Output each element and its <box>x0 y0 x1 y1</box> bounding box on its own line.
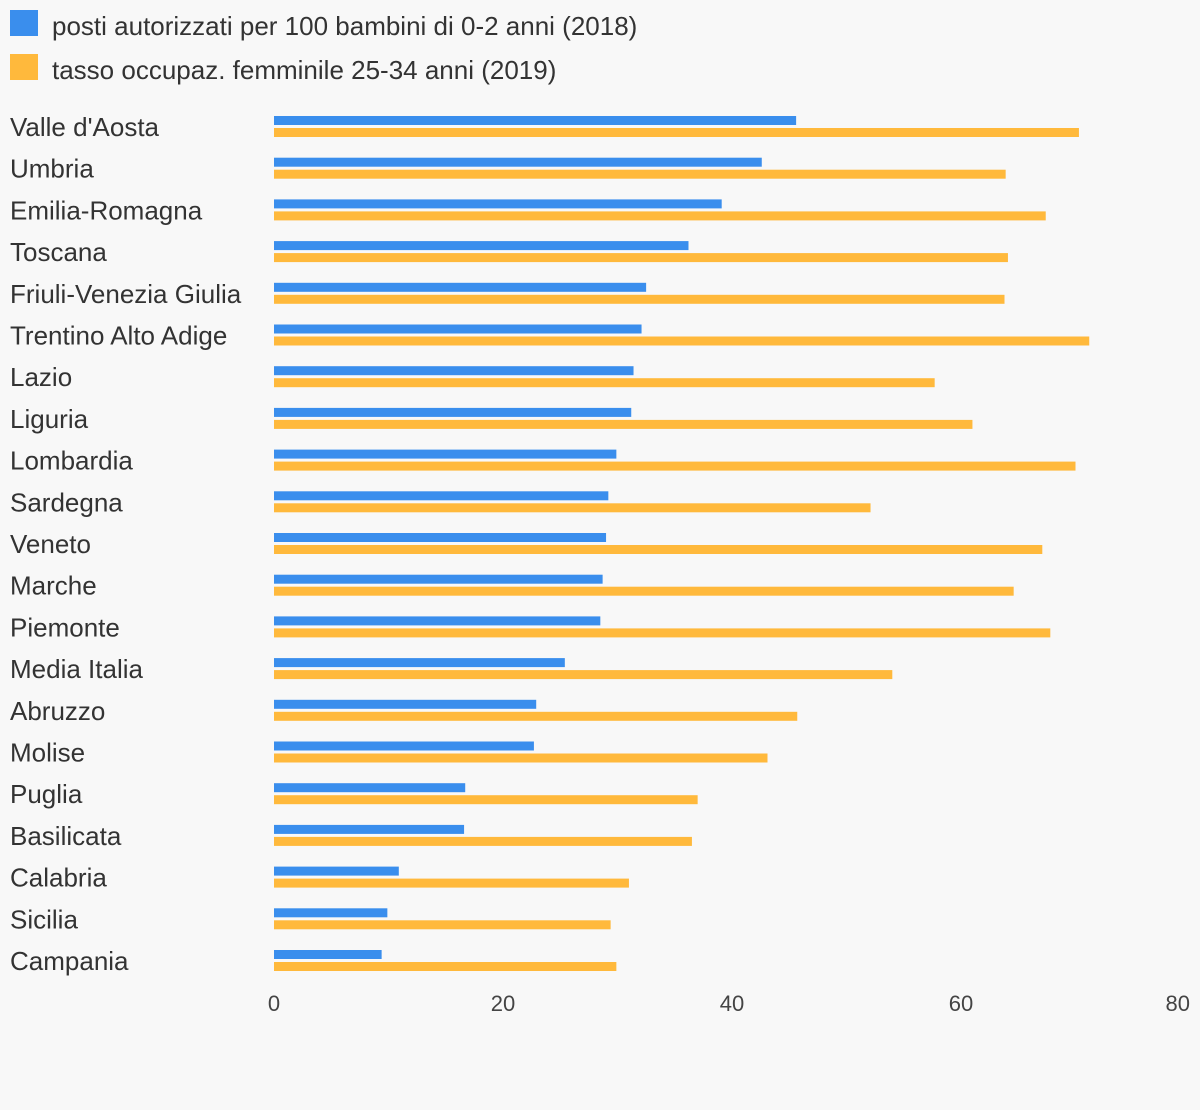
category-label: Lombardia <box>10 446 133 476</box>
legend-label-series-2: tasso occupaz. femminile 25-34 anni (201… <box>52 55 556 85</box>
x-tick-label: 40 <box>720 991 744 1016</box>
category-label: Friuli-Venezia Giulia <box>10 279 242 309</box>
bar-series-1 <box>274 282 647 292</box>
category-label: Molise <box>10 738 85 768</box>
bar-series-2 <box>274 253 1008 263</box>
bar-series-1 <box>274 783 466 793</box>
bar-series-1 <box>274 950 382 959</box>
legend: posti autorizzati per 100 bambini di 0-2… <box>10 10 637 85</box>
legend-swatch-series-2 <box>10 54 38 80</box>
category-label: Piemonte <box>10 612 120 642</box>
bar-series-1 <box>274 157 762 167</box>
bar-series-2 <box>274 586 1014 596</box>
bars <box>274 116 1090 971</box>
bar-series-1 <box>274 241 689 251</box>
x-axis-ticks: 0 20 40 60 80 <box>268 991 1190 1016</box>
bar-series-2 <box>274 169 1006 179</box>
category-label: Toscana <box>10 237 107 267</box>
bar-series-2 <box>274 336 1090 346</box>
category-label: Trentino Alto Adige <box>10 321 227 351</box>
category-label: Puglia <box>10 779 83 809</box>
category-label: Lazio <box>10 362 72 392</box>
category-label: Marche <box>10 571 97 601</box>
bar-series-1 <box>274 533 607 542</box>
bar-series-2 <box>274 962 617 971</box>
category-label: Basilicata <box>10 821 122 851</box>
bar-series-2 <box>274 211 1046 221</box>
bar-series-1 <box>274 908 388 918</box>
bar-series-1 <box>274 324 642 334</box>
bar-series-2 <box>274 461 1076 471</box>
bar-series-2 <box>274 545 1043 554</box>
bar-series-2 <box>274 378 935 388</box>
category-label: Calabria <box>10 863 107 893</box>
category-label: Veneto <box>10 529 91 559</box>
bar-series-2 <box>274 753 768 763</box>
bar-series-1 <box>274 491 609 501</box>
category-label: Umbria <box>10 154 94 184</box>
bar-series-2 <box>274 670 893 680</box>
bar-series-1 <box>274 824 465 834</box>
bar-series-2 <box>274 419 973 429</box>
bar-series-1 <box>274 366 634 376</box>
legend-label-series-1: posti autorizzati per 100 bambini di 0-2… <box>52 11 637 41</box>
category-label: Emilia-Romagna <box>10 195 203 225</box>
category-label: Media Italia <box>10 654 143 684</box>
category-label: Liguria <box>10 404 89 434</box>
bar-series-1 <box>274 116 797 125</box>
bar-series-2 <box>274 920 611 930</box>
bar-series-2 <box>274 878 629 888</box>
bar-series-2 <box>274 836 692 846</box>
bar-series-2 <box>274 503 871 513</box>
bar-series-1 <box>274 616 601 626</box>
bar-series-1 <box>274 574 603 584</box>
x-tick-label: 60 <box>949 991 973 1016</box>
bar-series-2 <box>274 628 1051 638</box>
category-label: Sicilia <box>10 904 78 934</box>
bar-series-1 <box>274 699 537 709</box>
x-tick-label: 0 <box>268 991 280 1016</box>
bar-series-2 <box>274 795 698 805</box>
category-label: Sardegna <box>10 487 123 517</box>
bar-series-2 <box>274 711 798 721</box>
legend-swatch-series-1 <box>10 10 38 36</box>
category-label: Valle d'Aosta <box>10 112 160 142</box>
category-label: Campania <box>10 946 129 976</box>
bar-series-2 <box>274 128 1079 137</box>
bar-series-2 <box>274 294 1005 304</box>
bar-series-1 <box>274 449 617 459</box>
bar-series-1 <box>274 866 399 876</box>
category-label: Abruzzo <box>10 696 105 726</box>
x-tick-label: 80 <box>1166 991 1190 1016</box>
x-tick-label: 20 <box>491 991 515 1016</box>
bar-series-1 <box>274 407 632 417</box>
bar-series-1 <box>274 741 534 751</box>
bar-series-1 <box>274 199 722 209</box>
bar-series-1 <box>274 658 565 668</box>
category-labels: Valle d'Aosta Umbria Emilia-Romagna Toscana… <box>10 112 242 976</box>
